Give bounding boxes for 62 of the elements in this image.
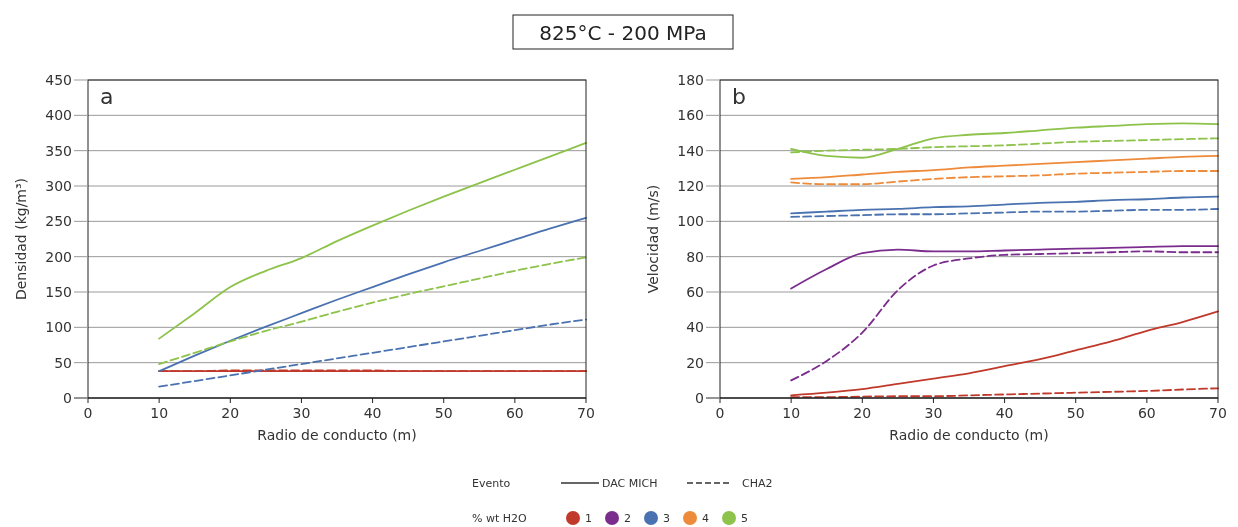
x-tick-label: 70: [577, 405, 595, 421]
chart-title: 825°C - 200 MPa: [539, 21, 707, 45]
y-tick-label: 0: [695, 390, 704, 406]
y-tick-label: 40: [686, 319, 704, 336]
line-series: [790, 155, 1219, 180]
annotation: b: [732, 84, 746, 109]
y-tick-label: 250: [45, 213, 72, 230]
y-tick-label: 300: [45, 178, 72, 194]
y-tick-label: 200: [45, 248, 72, 265]
y-tick-label: 120: [677, 178, 704, 194]
line-series: [790, 122, 1219, 159]
y-tick-label: 400: [45, 107, 72, 124]
y-tick-label: 100: [45, 319, 72, 336]
line-series: [790, 250, 1219, 382]
line-series: [158, 141, 587, 340]
y-tick-label: 350: [45, 142, 72, 159]
y-tick-label: 60: [686, 284, 704, 300]
y-axis-title: Velocidad (m/s): [645, 184, 661, 294]
x-tick-label: 40: [363, 405, 382, 421]
legend-label: 5: [741, 512, 748, 525]
legend-title: % wt H2O: [472, 512, 528, 525]
line-series: [158, 216, 587, 373]
x-tick-label: 60: [1137, 405, 1156, 421]
x-tick-label: 30: [924, 405, 943, 421]
y-tick-label: 160: [677, 107, 704, 124]
y-axis-title: Densidad (kg/m³): [13, 177, 29, 301]
y-tick-label: 80: [686, 248, 704, 265]
x-tick-label: 70: [1209, 405, 1227, 421]
y-tick-label: 450: [45, 72, 72, 88]
y-tick-label: 50: [54, 354, 72, 371]
line-series: [790, 170, 1219, 186]
x-tick-label: 40: [995, 405, 1014, 421]
y-tick-label: 100: [677, 213, 704, 230]
line-series: [790, 208, 1219, 218]
legend-label: 3: [663, 512, 670, 525]
text: DAC MICH: [602, 477, 658, 490]
x-tick-label: 60: [505, 405, 524, 421]
x-tick-label: 10: [150, 405, 169, 421]
y-tick-label: 20: [686, 354, 704, 371]
x-tick-label: 30: [292, 405, 311, 421]
x-tick-label: 20: [853, 405, 872, 421]
y-tick-label: 140: [677, 142, 704, 159]
x-axis-title: Radio de conducto (m): [889, 427, 1049, 443]
legend-label: 4: [702, 512, 709, 525]
legend-label: 1: [585, 512, 592, 525]
annotation: a: [100, 84, 114, 109]
text: CHA2: [742, 477, 773, 490]
x-tick-label: 20: [221, 405, 240, 421]
legend-label: 2: [624, 512, 631, 525]
x-tick-label: 0: [83, 405, 93, 421]
y-tick-label: 150: [45, 284, 72, 300]
text: Evento: [472, 477, 511, 490]
x-tick-label: 50: [1066, 405, 1085, 421]
x-tick-label: 0: [715, 405, 725, 421]
y-tick-label: 180: [677, 72, 704, 88]
x-tick-label: 50: [434, 405, 453, 421]
x-tick-label: 10: [782, 405, 801, 421]
line-series: [790, 245, 1219, 290]
line-series: [158, 256, 587, 365]
y-tick-label: 0: [63, 390, 72, 406]
line-series: [790, 195, 1219, 215]
x-axis-title: Radio de conducto (m): [257, 427, 417, 443]
